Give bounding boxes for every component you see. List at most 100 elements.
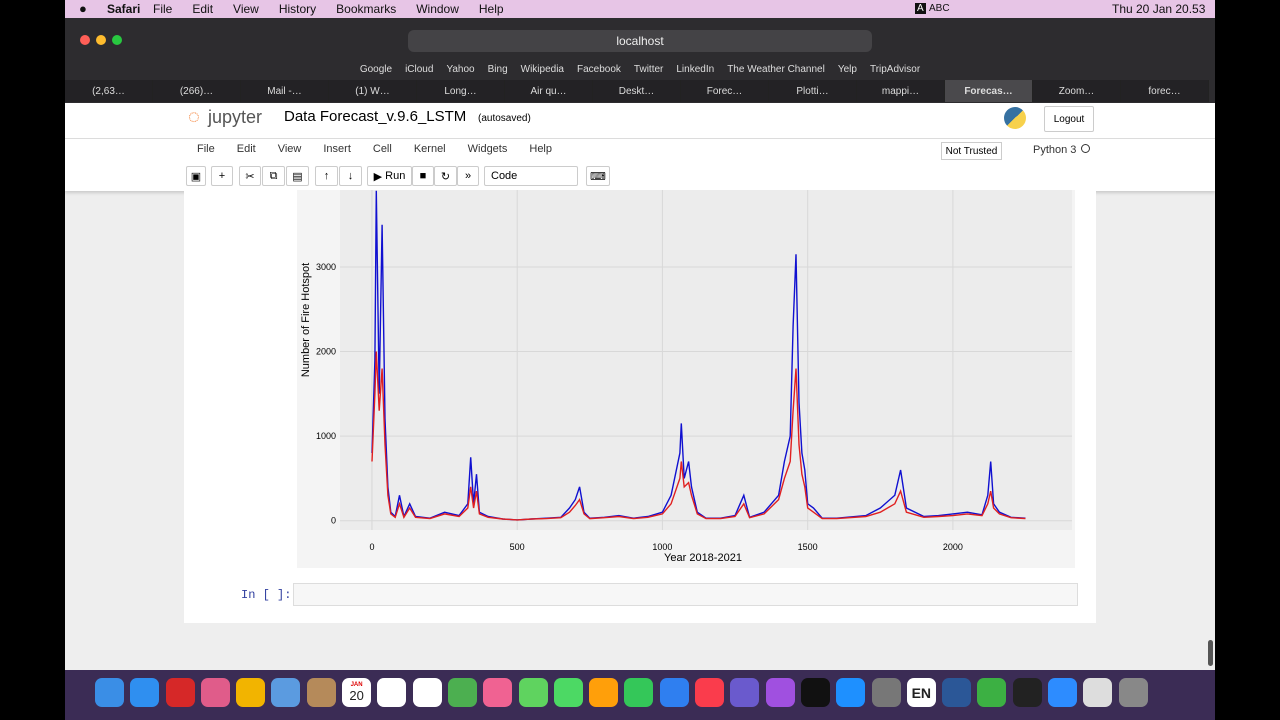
scrollbar[interactable] (1208, 640, 1213, 666)
dock-icon[interactable] (942, 678, 972, 707)
menu-item[interactable]: Cell (372, 143, 392, 155)
tab[interactable]: Plotti… (769, 80, 857, 102)
cell-type-select[interactable]: Code (484, 166, 578, 186)
menu-item[interactable]: Help (478, 2, 504, 16)
zoom[interactable] (112, 35, 122, 45)
dock-icon[interactable] (236, 678, 266, 707)
bookmark[interactable]: Twitter (633, 63, 664, 75)
menu-item[interactable]: Kernel (413, 143, 446, 155)
cut-button[interactable]: ✂ (239, 166, 261, 186)
dock-icon[interactable] (836, 678, 866, 707)
bookmark[interactable]: Wikipedia (520, 63, 564, 75)
dock-icon[interactable] (695, 678, 725, 707)
copy-button[interactable]: ⧉ (262, 166, 285, 186)
restart-run-button[interactable]: » (457, 166, 479, 186)
dock-icon[interactable] (1012, 678, 1042, 707)
dock-icon[interactable] (553, 678, 583, 707)
insert-button[interactable]: + (211, 166, 233, 186)
bookmark[interactable]: Google (359, 63, 393, 75)
dock-icon[interactable] (1048, 678, 1078, 707)
dock-icon[interactable] (377, 678, 407, 707)
notebook-title[interactable]: Data Forecast_v.9.6_LSTM (284, 108, 467, 125)
restart-button[interactable]: ↻ (434, 166, 457, 186)
tab[interactable]: Deskt… (593, 80, 681, 102)
tab[interactable]: forec… (1121, 80, 1209, 102)
dock-icon[interactable] (624, 678, 654, 707)
tab[interactable]: Zoom… (1033, 80, 1121, 102)
dock-icon[interactable] (447, 678, 477, 707)
paste-button[interactable]: ▤ (286, 166, 309, 186)
menu-item[interactable]: History (278, 2, 317, 16)
bookmark[interactable]: Yelp (837, 63, 857, 75)
input-source[interactable]: ABC (929, 3, 950, 14)
tab[interactable]: Mail -… (241, 80, 329, 102)
x-axis-label: Year 2018-2021 (664, 552, 742, 564)
menu-item[interactable]: Edit (236, 143, 256, 155)
dock-icon[interactable] (977, 678, 1007, 707)
apple-icon[interactable]: ● (79, 1, 87, 16)
menu-item[interactable]: View (277, 143, 302, 155)
dock-icon[interactable] (95, 678, 124, 707)
dock-icon[interactable] (765, 678, 795, 707)
move-up-button[interactable]: ↑ (315, 166, 338, 186)
tab[interactable]: Forec… (681, 80, 769, 102)
dock-icon[interactable] (483, 678, 513, 707)
dock-icon[interactable] (271, 678, 301, 707)
bookmark[interactable]: The Weather Channel (727, 63, 825, 75)
close[interactable] (80, 35, 90, 45)
menu-item[interactable]: Insert (323, 143, 351, 155)
dock-icon[interactable] (412, 678, 442, 707)
keyboard-button[interactable]: ⌨ (586, 166, 610, 186)
code-cell[interactable] (293, 583, 1078, 606)
tab[interactable]: Long… (417, 80, 505, 102)
dock-icon[interactable]: EN (906, 678, 936, 707)
tab[interactable]: (266)… (153, 80, 241, 102)
dock-icon[interactable] (659, 678, 689, 707)
trust-indicator[interactable]: Not Trusted (941, 142, 1002, 160)
save-button[interactable]: ▣ (186, 166, 206, 186)
tab[interactable]: mappi… (857, 80, 945, 102)
series-line (371, 351, 1026, 521)
dock-icon[interactable] (518, 678, 548, 707)
clock[interactable]: Thu 20 Jan 20.53 (1112, 2, 1206, 16)
app-name[interactable]: Safari (107, 2, 141, 16)
tab[interactable]: (2,63… (65, 80, 153, 102)
dock-icon[interactable] (1083, 678, 1113, 707)
menu-item[interactable]: Bookmarks (336, 2, 397, 16)
input-icon[interactable]: A (915, 3, 926, 14)
dock-icon[interactable] (800, 678, 830, 707)
url-bar[interactable]: localhost (408, 30, 872, 52)
tab[interactable]: Air qu… (505, 80, 593, 102)
menu-item[interactable]: Edit (192, 2, 214, 16)
dock-icon[interactable] (200, 678, 230, 707)
tab[interactable]: (1) W… (329, 80, 417, 102)
run-button[interactable]: ▶ Run (367, 166, 412, 186)
menu-item[interactable]: Window (416, 2, 459, 16)
move-down-button[interactable]: ↓ (339, 166, 362, 186)
bookmark[interactable]: Facebook (577, 63, 621, 75)
bookmark[interactable]: Bing (487, 63, 508, 75)
bookmark[interactable]: iCloud (405, 63, 434, 75)
dock-icon[interactable] (130, 678, 160, 707)
menu-item[interactable]: Widgets (467, 143, 508, 155)
dock-icon[interactable] (730, 678, 760, 707)
menu-item[interactable]: File (153, 2, 173, 16)
url: localhost (616, 34, 664, 48)
stop-button[interactable]: ■ (412, 166, 434, 186)
menu-item[interactable]: View (233, 2, 259, 16)
menu-item[interactable]: File (197, 143, 215, 155)
dock-icon[interactable] (306, 678, 336, 707)
logo[interactable]: jupyter (208, 107, 263, 127)
bookmark[interactable]: LinkedIn (676, 63, 715, 75)
bookmark[interactable]: TripAdvisor (869, 63, 921, 75)
minimize[interactable] (96, 35, 106, 45)
dock-icon[interactable] (1118, 678, 1148, 707)
bookmark[interactable]: Yahoo (446, 63, 475, 75)
logout-button[interactable]: Logout (1044, 106, 1094, 132)
tab[interactable]: Forecas… (945, 80, 1033, 102)
dock-icon[interactable] (165, 678, 195, 707)
dock-icon[interactable] (589, 678, 619, 707)
menu-item[interactable]: Help (529, 143, 552, 155)
dock-icon[interactable]: JAN 20 (342, 678, 372, 707)
dock-icon[interactable] (871, 678, 901, 707)
